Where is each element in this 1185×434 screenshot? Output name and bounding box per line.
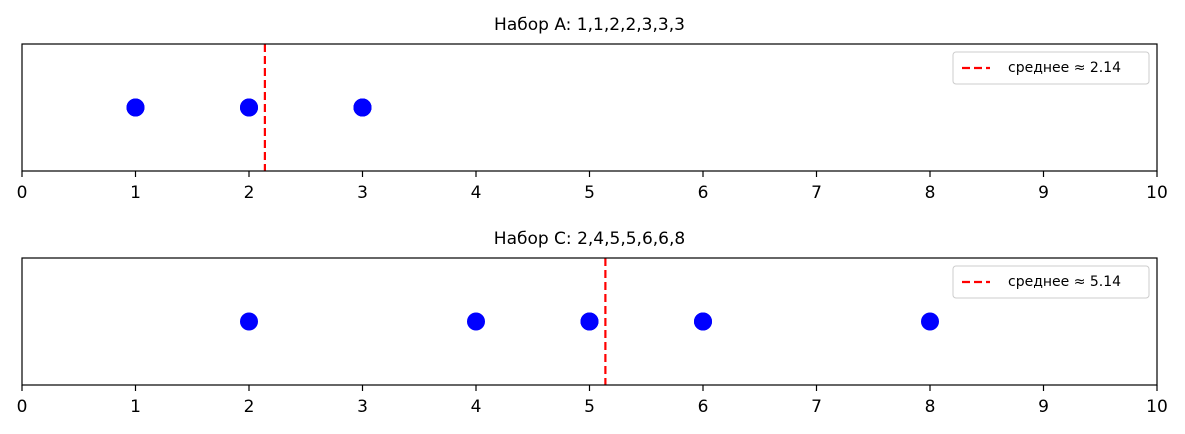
x-tick-label: 3	[357, 183, 368, 203]
data-point	[126, 98, 145, 117]
x-tick-label: 8	[925, 183, 936, 203]
x-tick-label: 6	[698, 397, 709, 417]
x-tick-label: 7	[811, 183, 822, 203]
x-tick-label: 9	[1038, 183, 1049, 203]
data-point	[240, 312, 258, 331]
x-tick-label: 4	[471, 397, 482, 417]
x-tick-label: 8	[925, 397, 936, 417]
x-tick-label: 0	[17, 183, 28, 203]
x-tick-label: 6	[698, 183, 709, 203]
legend-label: среднее ≈ 5.14	[1008, 274, 1121, 290]
x-tick-label: 2	[244, 397, 255, 417]
x-tick-label: 1	[130, 183, 141, 203]
x-tick-label: 7	[811, 397, 822, 417]
data-point	[694, 312, 712, 331]
subplot-title: Набор C: 2,4,5,5,6,6,8	[494, 229, 685, 249]
x-tick-label: 5	[584, 183, 595, 203]
subplot-title: Набор A: 1,1,2,2,3,3,3	[494, 15, 685, 35]
data-point	[353, 98, 372, 117]
axes-frame	[21, 257, 1158, 386]
legend-box	[952, 265, 1150, 299]
data-point	[580, 312, 599, 331]
x-tick-label: 4	[471, 183, 482, 203]
x-tick-label: 5	[584, 397, 595, 417]
x-tick-label: 0	[17, 397, 28, 417]
x-tick-label: 9	[1038, 397, 1049, 417]
x-tick-label: 2	[244, 183, 255, 203]
data-point	[240, 98, 258, 117]
legend-label: среднее ≈ 2.14	[1008, 60, 1121, 76]
x-tick-label: 10	[1146, 397, 1168, 417]
x-tick-label: 10	[1146, 183, 1168, 203]
x-tick-label: 3	[357, 397, 368, 417]
data-point	[467, 312, 485, 331]
axes-frame	[21, 43, 1158, 172]
legend-box	[952, 51, 1150, 85]
x-tick-label: 1	[130, 397, 141, 417]
data-point	[921, 312, 939, 331]
